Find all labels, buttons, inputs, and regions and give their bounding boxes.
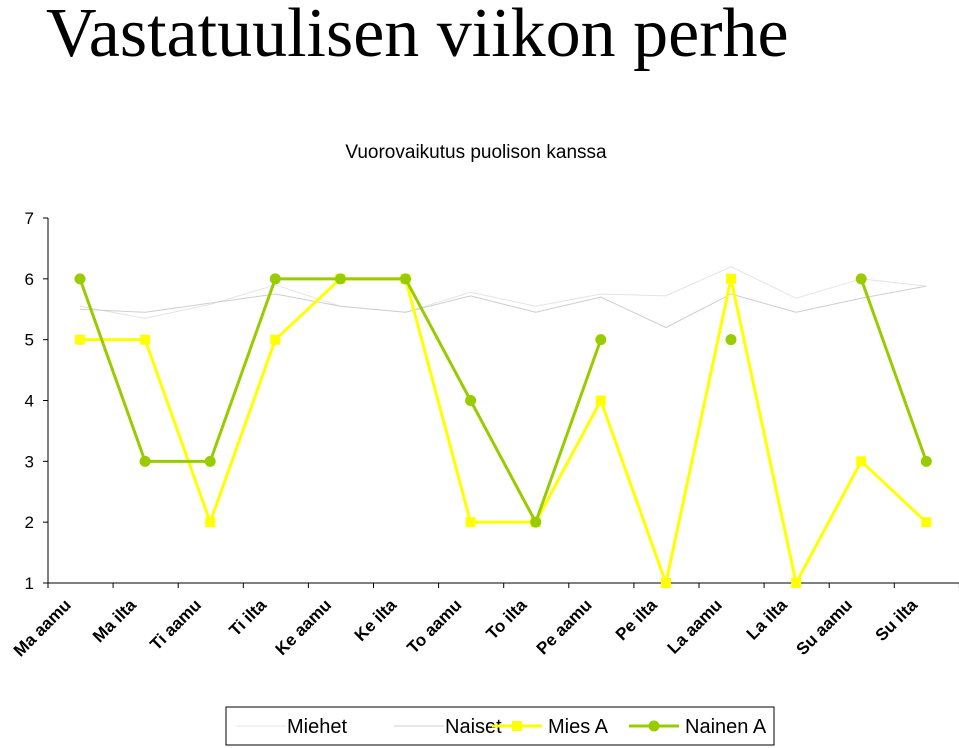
data-point-circle (725, 334, 737, 346)
x-tick-label: To aamu (403, 595, 465, 657)
y-tick-label: 7 (25, 209, 34, 228)
legend-label: Mies A (548, 716, 609, 738)
x-tick-label: La ilta (743, 595, 792, 644)
y-tick-label: 4 (25, 392, 34, 411)
x-tick-label: Ti ilta (226, 595, 271, 640)
y-tick-label: 2 (25, 513, 34, 532)
x-tick-label: Ke aamu (272, 595, 336, 659)
data-point-square (205, 517, 216, 528)
x-tick-label: Ti aamu (146, 595, 205, 654)
x-tick-label: Su ilta (872, 595, 922, 645)
legend-swatch-marker (648, 720, 660, 732)
x-tick-label: Pe ilta (612, 595, 661, 644)
data-point-circle (400, 273, 411, 285)
x-tick-label: Ke ilta (351, 595, 401, 645)
data-point-circle (465, 395, 477, 406)
page-title: Vastatuulisen viikon perhe (46, 0, 789, 72)
data-point-square (140, 334, 151, 345)
series-line-1 (79, 285, 927, 328)
legend-swatch-marker (512, 721, 522, 731)
data-point-square (726, 273, 736, 284)
data-point-square (75, 334, 85, 345)
legend-label: Naiset (445, 716, 502, 738)
data-point-square (595, 395, 606, 406)
series-line-0 (79, 266, 927, 319)
legend-label: Nainen A (685, 716, 767, 738)
x-tick-label: Pe aamu (533, 595, 596, 658)
data-point-square (660, 578, 671, 588)
x-tick-label: Su aamu (792, 595, 856, 659)
data-point-square (465, 517, 476, 528)
series-line-2 (80, 277, 928, 585)
data-point-circle (204, 455, 216, 467)
data-point-circle (530, 516, 542, 528)
data-point-circle (920, 455, 932, 467)
data-point-circle (139, 455, 151, 467)
x-tick-label: Ma aamu (10, 595, 75, 660)
data-point-square (270, 334, 281, 345)
data-point-circle (595, 334, 607, 346)
data-point-circle (855, 273, 867, 285)
x-tick-label: To ilta (483, 595, 531, 643)
data-point-square (856, 456, 867, 467)
chart-title: Vuorovaikutus puolison kanssa (345, 142, 607, 163)
data-point-circle (74, 273, 86, 285)
y-tick-label: 1 (25, 574, 34, 593)
data-point-circle (334, 273, 346, 285)
y-tick-label: 5 (25, 331, 34, 350)
series-line-3 (859, 278, 928, 462)
data-point-square (921, 517, 932, 528)
y-tick-label: 6 (25, 270, 34, 289)
legend-label: Miehet (287, 716, 347, 738)
y-tick-label: 3 (25, 452, 34, 471)
data-point-circle (269, 273, 281, 285)
x-tick-label: Ma ilta (89, 595, 140, 646)
x-tick-label: La aamu (664, 595, 726, 657)
data-point-square (791, 578, 802, 588)
